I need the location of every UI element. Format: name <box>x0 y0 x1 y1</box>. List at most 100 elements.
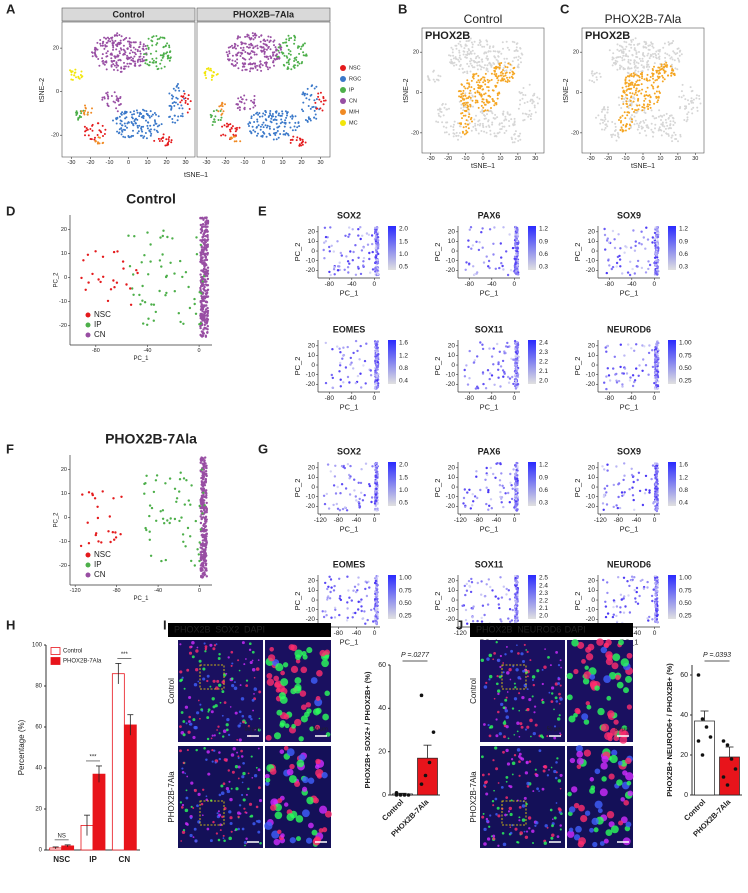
y-axis-label: PC_2 <box>54 272 60 288</box>
cell-dot <box>147 121 149 124</box>
x-tick-label: -40 <box>143 348 151 354</box>
cell-dot <box>206 235 209 239</box>
cell-dot <box>99 42 102 45</box>
cell-dot <box>222 110 225 113</box>
cell-dot <box>680 90 683 93</box>
cell-dot <box>492 62 495 64</box>
cell-dot <box>273 128 275 131</box>
cell-dot <box>142 43 145 46</box>
cell-dot <box>254 130 257 133</box>
cell-dot <box>359 272 363 276</box>
cell-dot <box>179 471 182 474</box>
cell-dot <box>149 52 152 55</box>
cell-dot <box>142 322 145 325</box>
cell-dot <box>482 81 485 84</box>
cell-dot <box>529 118 532 120</box>
cell-dot <box>164 482 167 485</box>
y-tick-label: -10 <box>59 539 67 545</box>
cell-dot <box>200 252 203 255</box>
cell-dot <box>511 60 514 63</box>
cell-dot <box>643 66 645 69</box>
cell-dot <box>102 275 105 278</box>
cell-dot <box>690 101 693 104</box>
cell-dot <box>621 56 624 59</box>
cell-dot <box>162 52 165 55</box>
cell-dot <box>611 121 614 123</box>
cell-dot <box>324 381 328 385</box>
x-tick-label: -30 <box>68 160 76 166</box>
cell-dot <box>681 83 684 86</box>
cell-dot <box>600 118 603 121</box>
cell-dot <box>173 272 176 275</box>
cell-dot <box>315 117 318 120</box>
cell-dot <box>193 564 196 567</box>
cell-dot <box>107 95 110 98</box>
cell-dot <box>514 478 517 481</box>
panel-label: I <box>163 617 167 632</box>
cell-dot <box>614 129 617 131</box>
cell-dot <box>615 372 618 376</box>
cell-dot <box>674 67 677 70</box>
cell-dot <box>116 45 119 48</box>
cell-dot <box>157 137 160 140</box>
cell-dot <box>473 88 476 90</box>
cell-dot <box>640 127 643 130</box>
cell-dot <box>252 114 255 116</box>
cell-dot <box>374 360 377 363</box>
cell-dot <box>94 49 97 52</box>
cell-dot <box>370 496 374 499</box>
cell-dot <box>481 88 484 91</box>
cell-dot <box>187 499 190 502</box>
colorbar-label: 1.0 <box>399 487 408 494</box>
cell-dot <box>503 57 506 60</box>
cell-dot <box>204 553 207 556</box>
cell-dot <box>654 79 657 82</box>
y-tick-label: 0 <box>591 484 595 491</box>
cell-dot <box>128 62 131 65</box>
cell-dot <box>502 505 505 509</box>
cell-dot <box>306 87 309 90</box>
cell-dot <box>675 138 678 140</box>
cell-dot <box>496 116 499 119</box>
cell-dot <box>466 87 469 90</box>
cell-dot <box>193 302 196 306</box>
colorbar-label: 2.0 <box>399 226 408 233</box>
cell-dot <box>623 111 626 114</box>
cell-dot <box>291 117 294 120</box>
legend-label: CN <box>94 330 106 339</box>
cell-dot <box>652 55 655 58</box>
cell-dot <box>652 77 654 80</box>
cell-dot <box>475 81 478 84</box>
cell-dot <box>516 462 519 465</box>
x-tick-label: 10 <box>279 160 285 166</box>
cell-dot <box>615 261 619 265</box>
x-tick-label: -120 <box>594 517 607 524</box>
cell-dot <box>637 90 640 93</box>
gene-title: SOX11 <box>475 324 504 334</box>
cell-dot <box>84 104 86 107</box>
cell-dot <box>651 75 654 77</box>
cell-dot <box>252 67 255 70</box>
cell-dot <box>639 60 642 62</box>
cell-dot <box>287 48 290 51</box>
cell-dot <box>250 56 253 59</box>
legend-label: IP <box>349 87 355 93</box>
cell-dot <box>249 122 252 124</box>
cell-dot <box>628 75 631 78</box>
cell-dot <box>275 53 278 56</box>
cell-dot <box>129 56 131 59</box>
cell-dot <box>513 56 516 59</box>
cell-dot <box>266 66 269 69</box>
cell-dot <box>634 240 637 243</box>
cell-dot <box>622 90 625 93</box>
cell-dot <box>616 48 619 51</box>
cell-dot <box>638 242 641 245</box>
cell-dot <box>661 123 664 126</box>
y-tick-label: -20 <box>306 503 316 510</box>
cell-dot <box>359 237 362 241</box>
cell-dot <box>614 122 617 125</box>
cell-dot <box>116 97 119 100</box>
colorbar-label: 1.2 <box>679 226 688 233</box>
cell-dot <box>376 236 380 239</box>
cell-dot <box>152 59 155 62</box>
